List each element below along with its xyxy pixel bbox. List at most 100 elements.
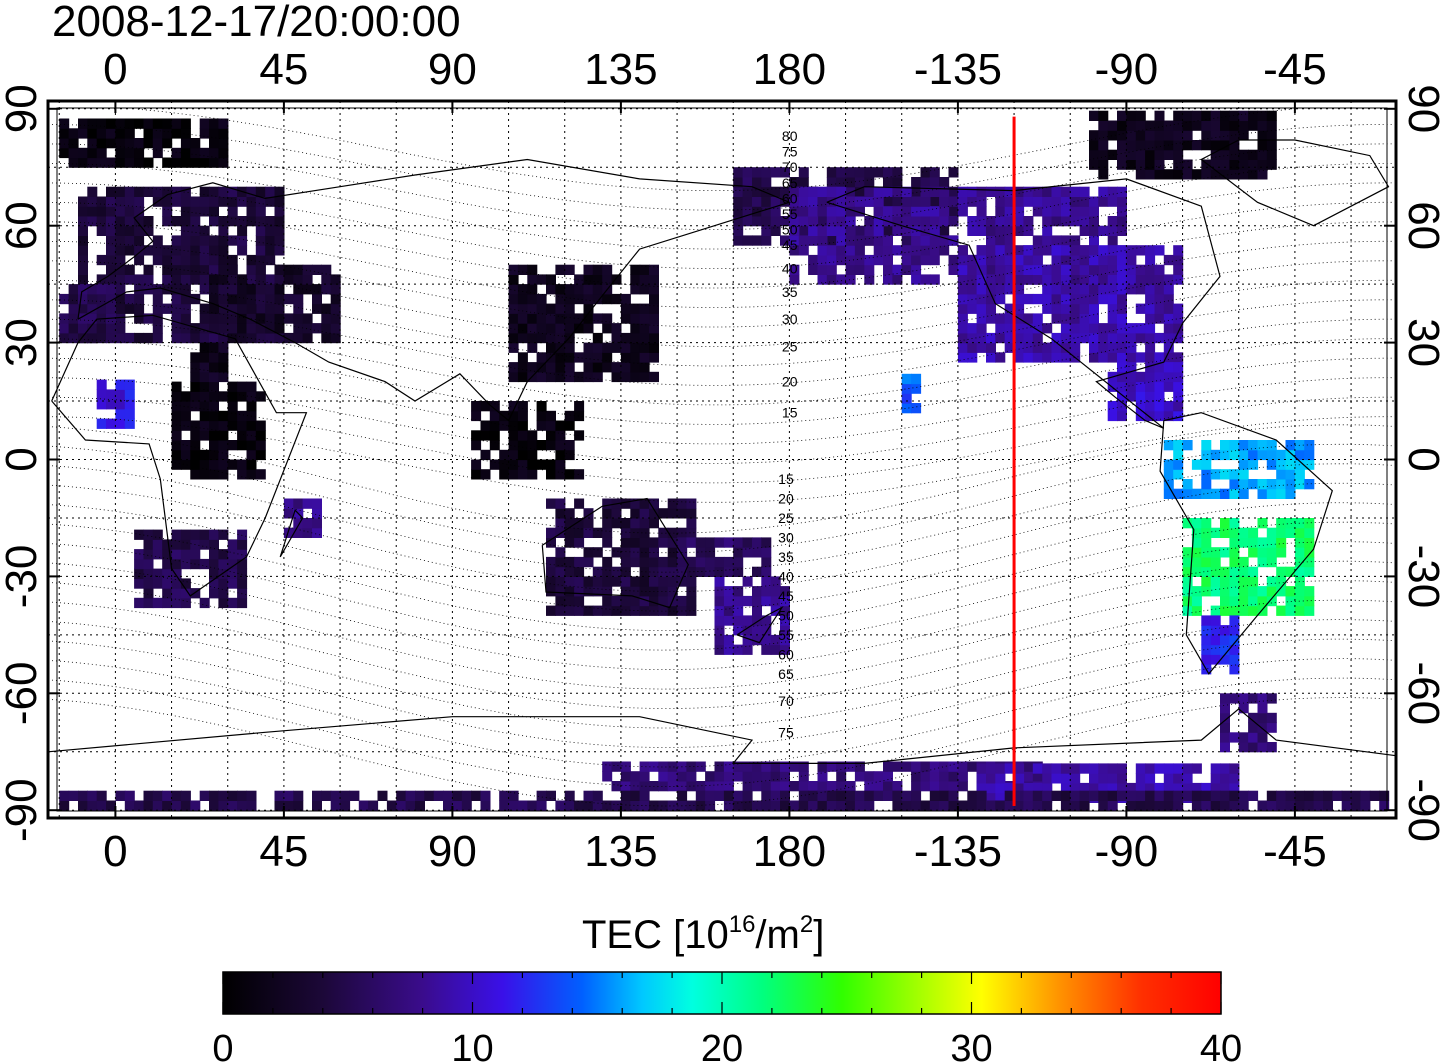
- tec-cell: [124, 138, 135, 149]
- tec-cell: [302, 323, 313, 334]
- tec-cell: [892, 225, 903, 236]
- tec-cell: [59, 800, 70, 811]
- tec-cell: [883, 254, 893, 266]
- tec-cell: [1070, 332, 1081, 344]
- tec-cell: [1210, 566, 1221, 577]
- tec-cell: [742, 576, 753, 587]
- tec-cell: [96, 379, 107, 390]
- tec-cell: [489, 440, 500, 451]
- tec-cell: [574, 605, 585, 616]
- tec-cell: [639, 284, 650, 295]
- tec-cell: [1220, 742, 1230, 753]
- tec-cell: [864, 216, 875, 227]
- grid-lines: [48, 101, 1396, 818]
- tec-cell: [218, 313, 229, 324]
- tec-cell: [237, 469, 248, 480]
- tec-cell: [845, 177, 856, 188]
- tec-cell: [555, 303, 566, 314]
- tec-cell: [1257, 800, 1268, 811]
- tec-cell: [705, 537, 716, 548]
- tec-cell: [78, 157, 88, 168]
- tec-cell: [1042, 782, 1053, 794]
- tec-cell: [1266, 488, 1277, 499]
- tec-cell: [901, 800, 912, 811]
- tec-cell: [171, 449, 182, 461]
- axis-ticks: [48, 101, 1396, 818]
- tec-cell: [1285, 586, 1296, 597]
- magnetic-contour: [48, 443, 1396, 554]
- tec-cell: [1173, 488, 1184, 499]
- tec-cell: [602, 537, 613, 548]
- tec-cell: [1163, 303, 1174, 314]
- tec-cell: [1107, 342, 1118, 353]
- tec-cell: [1266, 159, 1277, 170]
- tec-cell: [227, 440, 238, 451]
- tec-cell: [995, 800, 1006, 811]
- tec-cell: [227, 293, 238, 305]
- tec-cell: [752, 177, 762, 188]
- tec-cell: [639, 371, 650, 383]
- tec-cell: [143, 128, 154, 139]
- tec-cell: [1051, 274, 1062, 285]
- tec-cell: [1060, 196, 1071, 207]
- coastline: [77, 158, 792, 422]
- tec-cell: [761, 547, 772, 558]
- tec-cell: [864, 264, 875, 275]
- tec-cell: [209, 206, 219, 217]
- tec-cell: [1032, 264, 1043, 275]
- tec-cell: [564, 264, 575, 275]
- tec-cell: [180, 558, 191, 570]
- magnetic-latitude-contours: [48, 108, 1396, 807]
- tec-cell: [443, 800, 453, 811]
- tec-cell: [1248, 527, 1259, 538]
- tec-cell: [1154, 763, 1165, 774]
- tec-cell: [911, 771, 922, 782]
- colorbar-title-end: ]: [813, 913, 824, 957]
- tec-cell: [714, 566, 725, 577]
- tec-cell: [733, 625, 744, 636]
- tec-cell: [1098, 352, 1109, 363]
- tec-cell: [1163, 381, 1174, 392]
- tec-cell: [1117, 323, 1127, 334]
- tec-cell: [106, 254, 116, 266]
- tec-cell: [480, 449, 491, 461]
- tec-cell: [995, 323, 1006, 334]
- tec-cell: [1220, 625, 1230, 636]
- tec-cell: [237, 332, 248, 344]
- tec-cell: [1032, 196, 1043, 207]
- tec-cell: [536, 420, 547, 431]
- tec-cell: [723, 761, 734, 772]
- tec-cell: [892, 177, 903, 188]
- tec-cell: [639, 274, 650, 285]
- tec-cell: [283, 498, 294, 509]
- tec-cell: [218, 128, 229, 139]
- tec-cell: [1117, 352, 1127, 363]
- tec-cell: [630, 586, 641, 597]
- contour-label: 30: [782, 311, 798, 327]
- tec-cell: [237, 549, 248, 560]
- tec-cell: [190, 216, 201, 227]
- tec-cell: [1220, 595, 1230, 607]
- colorbar-tick-label: 10: [451, 1028, 493, 1063]
- magnetic-contour: [48, 396, 1396, 484]
- tec-cell: [630, 781, 641, 792]
- tec-cell: [1276, 790, 1287, 801]
- tec-cell: [592, 352, 603, 363]
- tec-cell: [1098, 284, 1109, 295]
- tec-cell: [218, 186, 229, 197]
- tec-cell: [761, 556, 772, 568]
- tec-cell: [817, 206, 828, 217]
- tec-cell: [209, 558, 219, 570]
- tec-cell: [836, 245, 847, 256]
- tec-cell: [1220, 654, 1230, 665]
- tec-cell: [1285, 440, 1296, 451]
- tec-cell: [199, 352, 210, 363]
- tec-cell: [1032, 790, 1043, 801]
- coastline: [736, 606, 784, 644]
- tec-cell: [733, 225, 744, 236]
- tec-cell: [1163, 773, 1174, 784]
- tec-cell: [1294, 800, 1305, 811]
- tec-cell: [274, 225, 285, 236]
- tec-cell: [723, 790, 734, 801]
- tec-cell: [180, 147, 191, 159]
